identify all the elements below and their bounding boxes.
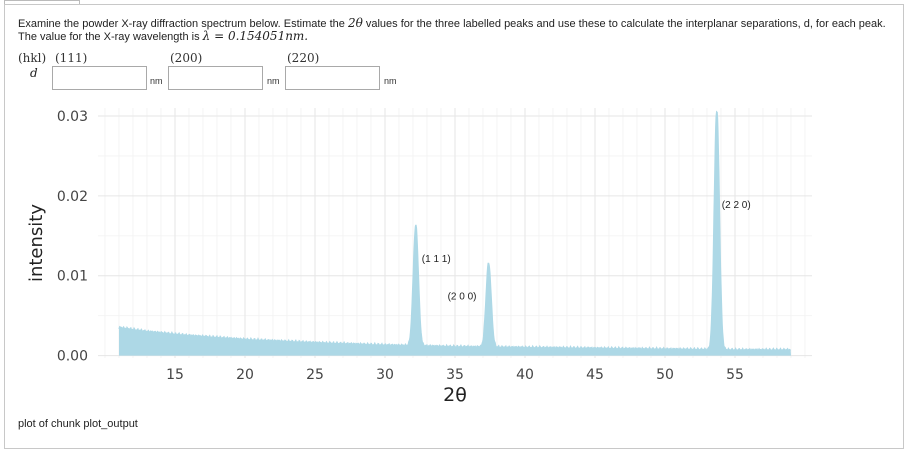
x-tick-labels: 15 20 25 30 35 40 45 50 55 (166, 367, 744, 383)
d-220-unit: nm (384, 76, 397, 86)
grid-major (98, 108, 812, 358)
question-part-1: Examine the powder X-ray diffraction spe… (18, 18, 348, 30)
grid-minor (98, 108, 812, 358)
peak-labels: (1 1 1) (2 0 0) (2 2 0) (422, 200, 751, 302)
d-row-label: d (30, 66, 38, 80)
y-tick-label: 0.02 (57, 189, 88, 205)
question-text: Examine the powder X-ray diffraction spe… (18, 17, 888, 43)
x-tick-label: 35 (446, 367, 464, 383)
two-theta-symbol: 2θ (347, 16, 363, 30)
spectrum-line (118, 110, 791, 354)
question-part-2: values for the three labelled peaks and … (18, 18, 886, 43)
peak-label: (1 1 1) (422, 254, 451, 265)
d-220-input[interactable] (285, 66, 380, 90)
hkl-row-header: (hkl) (18, 51, 47, 65)
x-axis-label: 2θ (443, 384, 467, 405)
plot-caption: plot of chunk plot_output (18, 418, 138, 430)
hkl-111-header: (111) (55, 51, 88, 65)
frame-tab (4, 0, 80, 4)
question-panel (4, 4, 904, 449)
x-tick-label: 25 (306, 367, 324, 383)
hkl-220-header: (220) (287, 51, 320, 65)
x-tick-label: 45 (586, 367, 604, 383)
d-111-unit: nm (150, 76, 163, 86)
x-tick-label: 15 (166, 367, 184, 383)
y-tick-label: 0.00 (57, 349, 88, 365)
hkl-200-header: (200) (170, 51, 203, 65)
wavelength-expression: λ = 0.154051nm. (202, 29, 309, 43)
y-tick-label: 0.03 (57, 109, 88, 125)
xrd-spectrum-chart: (1 1 1) (2 0 0) (2 2 0) 15 20 25 30 35 40 45 50 55… (26, 108, 812, 405)
peak-label: (2 2 0) (722, 200, 751, 211)
x-tick-label: 55 (726, 367, 744, 383)
y-axis-label: intensity (26, 204, 47, 282)
y-tick-labels: 0.00 0.01 0.02 0.03 (57, 109, 88, 365)
x-tick-label: 30 (376, 367, 394, 383)
x-tick-label: 50 (656, 367, 674, 383)
d-111-input[interactable] (52, 66, 147, 90)
d-200-unit: nm (267, 76, 280, 86)
x-tick-label: 40 (516, 367, 534, 383)
y-tick-label: 0.01 (57, 269, 88, 285)
peak-label: (2 0 0) (448, 291, 477, 302)
x-tick-label: 20 (236, 367, 254, 383)
d-200-input[interactable] (168, 66, 263, 90)
